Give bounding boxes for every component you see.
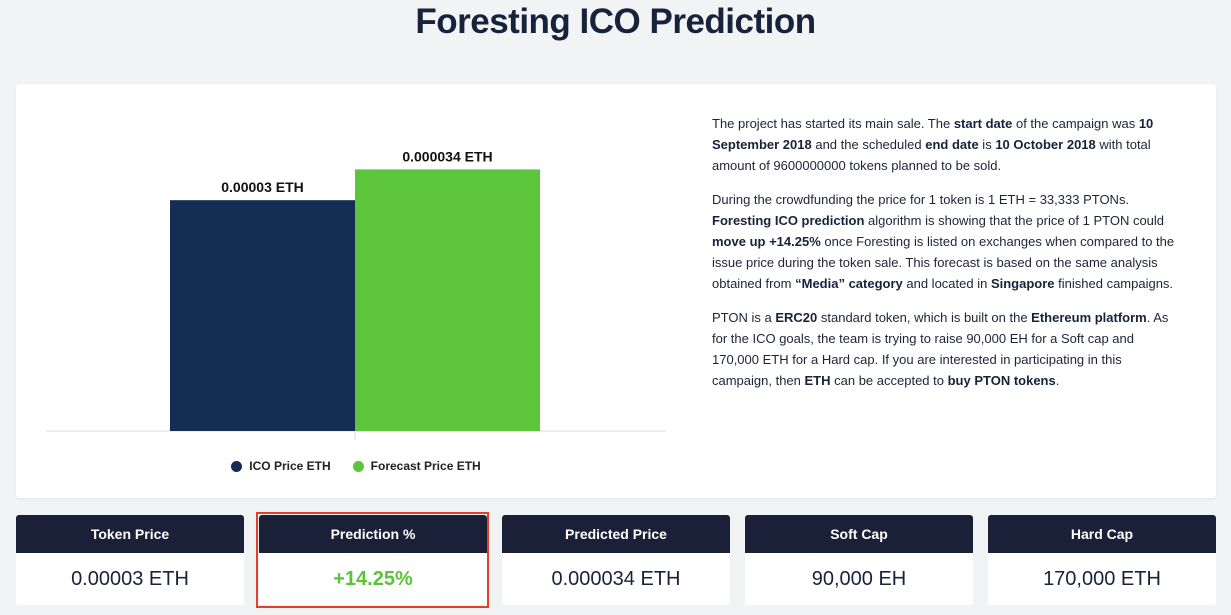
stat-card-token-price: Token Price 0.00003 ETH: [16, 515, 244, 605]
stat-label: Soft Cap: [745, 515, 973, 553]
legend-dot-icon: [231, 460, 243, 472]
stat-card-hard-cap: Hard Cap 170,000 ETH: [988, 515, 1216, 605]
page-title: Foresting ICO Prediction: [415, 2, 816, 41]
stat-value: 0.00003 ETH: [71, 568, 189, 590]
description-paragraph: The project has started its main sale. T…: [712, 116, 1154, 173]
legend-label: Forecast Price ETH: [370, 459, 481, 473]
stats-row: Token Price 0.00003 ETH Prediction % +14…: [16, 512, 1216, 615]
stat-label: Hard Cap: [988, 515, 1216, 553]
stat-value: 0.000034 ETH: [551, 568, 681, 590]
stat-card-soft-cap: Soft Cap 90,000 EH: [745, 515, 973, 605]
bar-0[interactable]: [170, 200, 355, 431]
stat-value: 90,000 EH: [811, 568, 907, 590]
campaign-description: The project has started its main sale. T…: [712, 113, 1182, 404]
legend-dot-icon: [352, 460, 364, 472]
stat-label: Token Price: [16, 515, 244, 553]
chart-legend: ICO Price ETH Forecast Price ETH: [46, 459, 666, 473]
bar-1[interactable]: [355, 169, 540, 431]
price-bar-chart: 0.00003 ETH 0.000034 ETH: [46, 148, 666, 440]
description-paragraph: During the crowdfunding the price for 1 …: [712, 192, 1175, 291]
legend-label: ICO Price ETH: [249, 459, 331, 473]
prediction-card: 0.00003 ETH 0.000034 ETH ICO Price ETH Fo…: [16, 84, 1216, 498]
legend-item-ico-price[interactable]: ICO Price ETH: [231, 459, 331, 473]
bar-value-label: 0.000034 ETH: [402, 148, 492, 164]
stat-value: +14.25%: [333, 568, 413, 590]
stat-card-prediction: Prediction % +14.25%: [259, 515, 487, 605]
stat-label: Predicted Price: [502, 515, 730, 553]
stat-card-predicted-price: Predicted Price 0.000034 ETH: [502, 515, 730, 605]
stat-label: Prediction %: [259, 515, 487, 553]
stat-value: 170,000 ETH: [1043, 568, 1161, 590]
legend-item-forecast-price[interactable]: Forecast Price ETH: [352, 459, 481, 473]
price-chart: 0.00003 ETH 0.000034 ETH ICO Price ETH Fo…: [46, 84, 666, 498]
bar-value-label: 0.00003 ETH: [221, 179, 304, 195]
description-paragraph: PTON is a ERC20 standard token, which is…: [712, 310, 1169, 388]
